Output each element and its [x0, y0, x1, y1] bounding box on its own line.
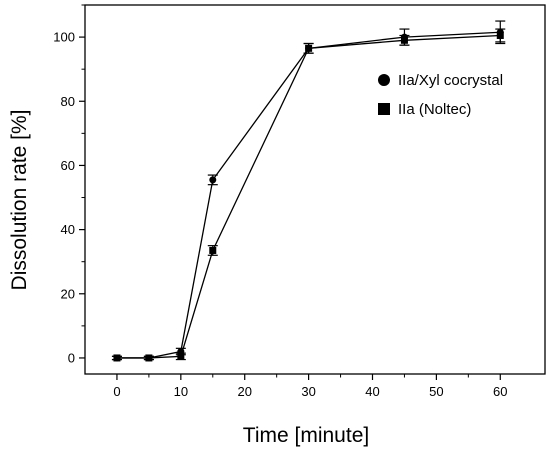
y-tick-label: 80	[61, 94, 75, 109]
legend-marker-square	[378, 103, 390, 115]
plot-frame	[84, 4, 546, 375]
x-tick-label: 50	[429, 384, 443, 399]
x-tick-label: 40	[365, 384, 379, 399]
data-point	[145, 354, 153, 362]
x-tick-label: 20	[237, 384, 251, 399]
y-tick-label: 60	[61, 158, 75, 173]
y-axis-title: Dissolution rate [%]	[8, 110, 31, 291]
legend-marker-circle	[378, 74, 390, 86]
data-point	[400, 36, 408, 44]
series-square	[111, 28, 506, 362]
data-point	[177, 352, 185, 360]
y-tick-label: 40	[61, 222, 75, 237]
x-tick-label: 30	[301, 384, 315, 399]
data-point	[305, 44, 313, 52]
axes: 0 10 20 30 40 50 60 0 20 40 60 80 100	[53, 4, 546, 399]
data-point	[209, 246, 217, 254]
x-tick-label: 10	[174, 384, 188, 399]
legend-label: IIa (Noltec)	[398, 101, 471, 118]
legend-label: IIa/Xyl cocrystal	[398, 72, 503, 89]
plot-marks	[111, 20, 506, 362]
legend: IIa/Xyl cocrystal IIa (Noltec)	[378, 72, 503, 118]
data-point	[496, 31, 504, 39]
data-point	[113, 354, 121, 362]
y-tick-label: 20	[61, 286, 75, 301]
x-axis-title: Time [minute]	[243, 424, 369, 447]
y-tick-label: 0	[68, 350, 75, 365]
y-tick-label: 100	[53, 30, 75, 45]
x-tick-label: 60	[493, 384, 507, 399]
x-tick-label: 0	[113, 384, 120, 399]
data-point	[209, 176, 217, 184]
